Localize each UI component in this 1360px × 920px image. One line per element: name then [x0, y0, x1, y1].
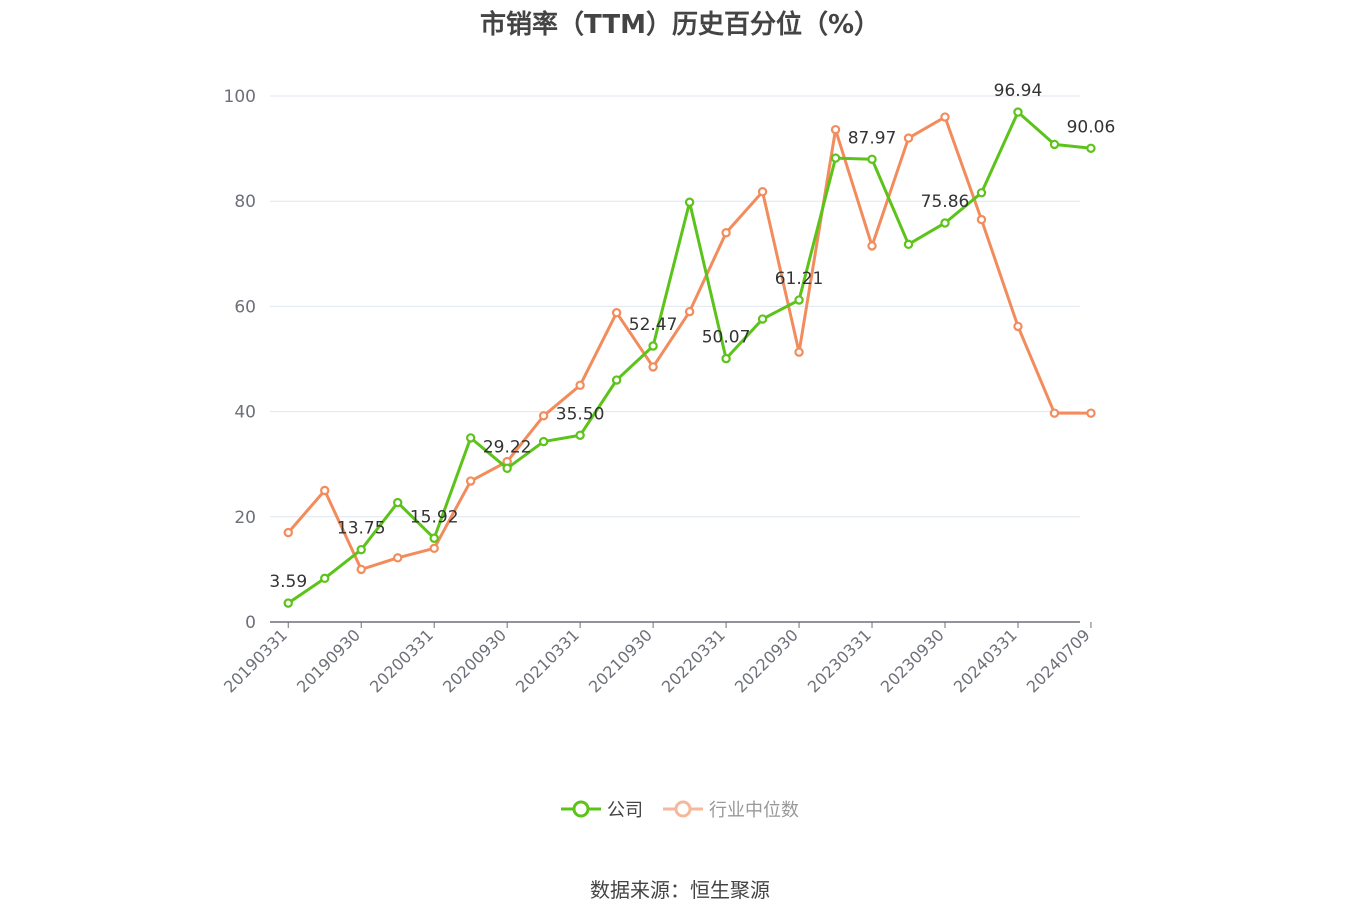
grid-lines [270, 95, 1080, 518]
data-point-industry [648, 362, 658, 372]
data-point-industry [830, 124, 841, 135]
data-point-industry [538, 411, 549, 421]
x-tick-label: 20240709 [1023, 625, 1094, 696]
series-company [283, 107, 1096, 608]
data-point-company [721, 353, 731, 364]
data-point-company [1013, 107, 1023, 117]
x-tick-label: 20240331 [950, 625, 1021, 696]
series-line-industry [287, 115, 1091, 571]
y-tick-label: 0 [245, 613, 256, 633]
legend-marker-industry [663, 800, 703, 818]
data-labels: 3.59 13.75 15.92 29.22 35.50 52.47 50.07 61.21 8… [269, 81, 1115, 592]
data-point-industry [1049, 408, 1060, 418]
data-label: 35.50 [556, 404, 605, 424]
data-point-industry [429, 543, 439, 554]
legend-item-company[interactable]: 公司 [561, 796, 643, 822]
data-label: 13.75 [337, 519, 386, 539]
legend-item-industry[interactable]: 行业中位数 [663, 796, 799, 822]
y-tick-label: 20 [234, 508, 256, 528]
legend-label-company: 公司 [607, 800, 643, 821]
y-tick-label: 40 [234, 403, 256, 423]
source-note: 数据来源：恒生聚源 [590, 878, 770, 902]
data-label: 96.94 [994, 81, 1043, 101]
x-tick-label: 20210930 [585, 625, 656, 696]
y-axis: 0 20 40 60 80 100 [224, 87, 256, 633]
chart-title: 市销率（TTM）历史百分位（%） [480, 10, 880, 40]
data-point-company [684, 197, 695, 207]
data-point-company [465, 433, 476, 443]
data-point-industry [976, 214, 987, 225]
data-point-company [976, 188, 987, 198]
data-point-company [356, 544, 366, 555]
data-point-industry [320, 485, 330, 496]
data-point-company [903, 239, 914, 250]
x-tick-label: 20230930 [877, 625, 948, 696]
data-point-industry [465, 476, 476, 486]
legend-marker-company [561, 800, 601, 818]
data-label: 3.59 [269, 572, 307, 592]
data-point-company [940, 218, 950, 228]
data-label: 29.22 [483, 437, 532, 457]
x-tick-label: 20190930 [293, 625, 364, 696]
data-point-industry [283, 527, 293, 538]
data-point-company [320, 573, 330, 584]
data-point-company [538, 436, 549, 447]
data-point-company [502, 463, 512, 474]
legend-label-industry: 行业中位数 [709, 800, 799, 821]
data-point-company [757, 314, 768, 324]
data-point-industry [611, 308, 622, 318]
data-point-industry [757, 187, 768, 197]
data-point-industry [867, 241, 877, 251]
y-tick-label: 100 [224, 87, 256, 107]
data-label: 52.47 [629, 315, 678, 335]
x-tick-label: 20200331 [366, 625, 437, 696]
data-point-company [611, 375, 622, 385]
x-tick-label: 20220331 [658, 625, 729, 696]
data-point-industry [903, 133, 914, 143]
data-point-company [648, 341, 658, 351]
legend: 公司 行业中位数 [0, 796, 1360, 822]
data-label: 87.97 [848, 128, 897, 148]
data-label: 50.07 [702, 328, 751, 348]
data-point-company [429, 533, 439, 543]
data-point-industry [575, 380, 585, 390]
data-label: 15.92 [410, 507, 459, 527]
data-label: 75.86 [921, 192, 970, 212]
data-point-industry [794, 347, 804, 357]
series-industry [283, 112, 1096, 575]
data-point-industry [356, 564, 366, 575]
data-point-company [283, 598, 293, 608]
data-point-industry [721, 228, 731, 238]
y-tick-label: 60 [234, 297, 256, 317]
data-point-company [867, 154, 877, 164]
data-point-company [1049, 139, 1060, 150]
data-point-industry [684, 306, 695, 317]
data-point-company [1086, 143, 1096, 153]
data-point-industry [393, 553, 403, 563]
x-axis: 20190331 20190930 20200331 20200930 20210331… [220, 621, 1094, 696]
data-point-company [575, 430, 585, 440]
data-point-company [830, 153, 841, 163]
data-point-company [393, 497, 403, 508]
y-tick-label: 80 [234, 192, 256, 212]
data-point-company [794, 295, 804, 305]
data-label: 90.06 [1067, 117, 1116, 137]
data-label: 61.21 [775, 269, 824, 289]
x-tick-label: 20190331 [220, 625, 291, 696]
x-tick-label: 20220930 [731, 625, 802, 696]
x-tick-label: 20210331 [512, 625, 583, 696]
x-tick-label: 20230331 [804, 625, 875, 696]
x-tick-label: 20200930 [439, 625, 510, 696]
data-point-industry [940, 112, 950, 122]
data-point-industry [1086, 408, 1096, 418]
data-point-industry [1013, 321, 1023, 332]
